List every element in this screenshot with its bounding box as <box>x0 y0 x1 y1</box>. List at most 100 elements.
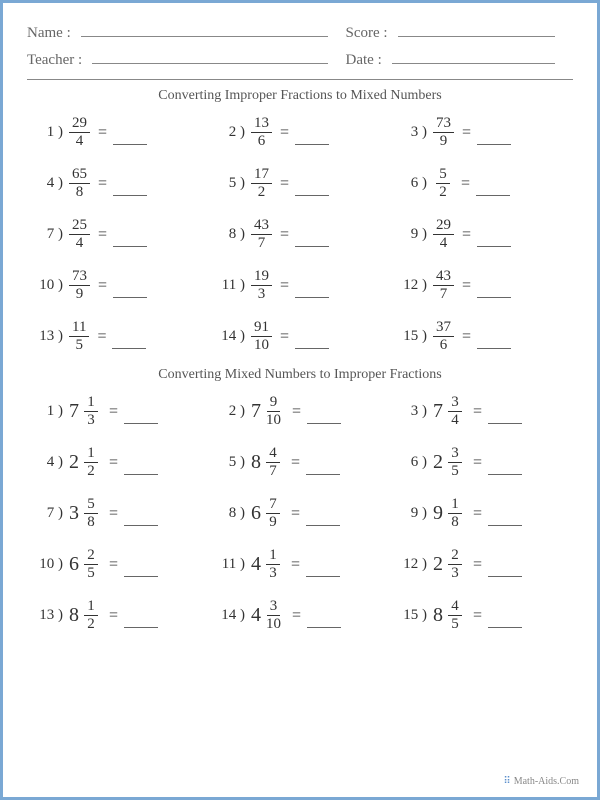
teacher-input-line[interactable] <box>92 50 327 64</box>
equals-sign: = <box>462 277 471 295</box>
denominator: 2 <box>84 463 98 479</box>
answer-blank[interactable] <box>124 616 158 628</box>
answer-blank[interactable] <box>295 133 329 145</box>
answer-blank[interactable] <box>477 337 511 349</box>
problem-number: 6 ) <box>397 454 427 471</box>
date-label: Date : <box>346 52 382 69</box>
fraction: 23 <box>445 548 465 581</box>
score-input-line[interactable] <box>398 23 555 37</box>
problem-number: 13 ) <box>33 607 63 624</box>
denominator: 8 <box>84 514 98 530</box>
fraction: 9110 <box>251 320 272 353</box>
answer-blank[interactable] <box>476 184 510 196</box>
denominator: 5 <box>72 337 86 353</box>
problem-item: 2 )136= <box>209 116 391 149</box>
problem-number: 4 ) <box>33 454 63 471</box>
equals-sign: = <box>109 403 118 421</box>
equals-sign: = <box>292 403 301 421</box>
numerator: 17 <box>251 167 272 184</box>
answer-blank[interactable] <box>124 463 158 475</box>
problem-number: 12 ) <box>397 277 427 294</box>
whole-number: 2 <box>433 553 443 576</box>
answer-blank[interactable] <box>488 412 522 424</box>
whole-number: 8 <box>251 451 261 474</box>
problem-number: 5 ) <box>215 454 245 471</box>
problem-number: 2 ) <box>215 124 245 141</box>
problem-item: 10 )625= <box>27 548 209 581</box>
whole-number: 2 <box>69 451 79 474</box>
section1-title: Converting Improper Fractions to Mixed N… <box>27 88 573 104</box>
equals-sign: = <box>291 454 300 472</box>
name-input-line[interactable] <box>81 23 328 37</box>
equals-sign: = <box>280 124 289 142</box>
answer-blank[interactable] <box>124 412 158 424</box>
answer-blank[interactable] <box>113 184 147 196</box>
problem-number: 8 ) <box>215 226 245 243</box>
numerator: 1 <box>266 548 280 565</box>
numerator: 37 <box>433 320 454 337</box>
denominator: 8 <box>448 514 462 530</box>
denominator: 6 <box>255 133 269 149</box>
problem-number: 12 ) <box>397 556 427 573</box>
section1-problems: 1 )294=2 )136=3 )739=4 )658=5 )172=6 )52… <box>27 116 573 353</box>
problem-number: 1 ) <box>33 403 63 420</box>
problem-number: 9 ) <box>397 505 427 522</box>
fraction: 58 <box>81 497 101 530</box>
problem-item: 15 )845= <box>391 599 573 632</box>
name-label: Name : <box>27 25 71 42</box>
problem-item: 6 )52= <box>391 167 573 200</box>
answer-blank[interactable] <box>477 235 511 247</box>
answer-blank[interactable] <box>113 235 147 247</box>
answer-blank[interactable] <box>112 337 146 349</box>
answer-blank[interactable] <box>306 514 340 526</box>
answer-blank[interactable] <box>488 565 522 577</box>
answer-blank[interactable] <box>477 286 511 298</box>
denominator: 7 <box>266 463 280 479</box>
answer-blank[interactable] <box>113 133 147 145</box>
answer-blank[interactable] <box>477 133 511 145</box>
answer-blank[interactable] <box>124 514 158 526</box>
fraction: 115 <box>69 320 89 353</box>
problem-item: 14 )4310= <box>209 599 391 632</box>
answer-blank[interactable] <box>488 514 522 526</box>
fraction: 45 <box>445 599 465 632</box>
denominator: 3 <box>255 286 269 302</box>
answer-blank[interactable] <box>124 565 158 577</box>
fraction: 12 <box>81 446 101 479</box>
denominator: 2 <box>255 184 269 200</box>
answer-blank[interactable] <box>295 235 329 247</box>
answer-blank[interactable] <box>295 286 329 298</box>
answer-blank[interactable] <box>295 337 329 349</box>
denominator: 3 <box>84 412 98 428</box>
equals-sign: = <box>473 403 482 421</box>
equals-sign: = <box>280 175 289 193</box>
numerator: 25 <box>69 218 90 235</box>
problem-number: 7 ) <box>33 505 63 522</box>
denominator: 2 <box>436 184 450 200</box>
problem-item: 1 )713= <box>27 395 209 428</box>
answer-blank[interactable] <box>488 463 522 475</box>
equals-sign: = <box>97 328 106 346</box>
whole-number: 7 <box>251 400 261 423</box>
answer-blank[interactable] <box>307 616 341 628</box>
score-label: Score : <box>346 25 388 42</box>
date-input-line[interactable] <box>392 50 555 64</box>
fraction: 35 <box>445 446 465 479</box>
problem-item: 15 )376= <box>391 320 573 353</box>
problem-item: 11 )413= <box>209 548 391 581</box>
problem-number: 3 ) <box>397 124 427 141</box>
answer-blank[interactable] <box>307 412 341 424</box>
answer-blank[interactable] <box>488 616 522 628</box>
answer-blank[interactable] <box>295 184 329 196</box>
fraction: 658 <box>69 167 90 200</box>
denominator: 5 <box>448 616 462 632</box>
equals-sign: = <box>109 607 118 625</box>
fraction: 172 <box>251 167 272 200</box>
fraction: 47 <box>263 446 283 479</box>
answer-blank[interactable] <box>113 286 147 298</box>
answer-blank[interactable] <box>306 463 340 475</box>
whole-number: 2 <box>433 451 443 474</box>
numerator: 19 <box>251 269 272 286</box>
denominator: 8 <box>73 184 87 200</box>
answer-blank[interactable] <box>306 565 340 577</box>
